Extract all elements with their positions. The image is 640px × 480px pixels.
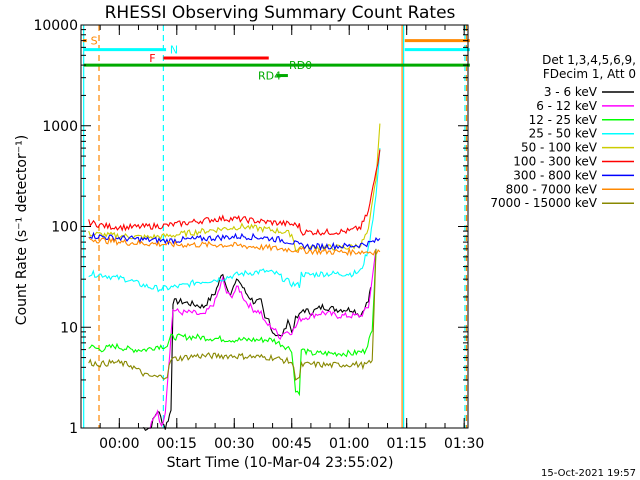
- legend-label: 7000 - 15000 keV: [490, 196, 597, 210]
- y-tick-label: 100: [51, 220, 78, 236]
- y-axis-label: Count Rate (s⁻¹ detector⁻¹): [14, 135, 30, 325]
- chart-title: RHESSI Observing Summary Count Rates: [105, 3, 456, 23]
- series-line-2: [88, 248, 377, 397]
- x-tick-label: 00:15: [157, 436, 197, 452]
- x-tick-label: 00:45: [272, 436, 312, 452]
- legend-header: Det 1,3,4,5,6,9,: [542, 53, 636, 67]
- series-line-0: [142, 273, 372, 432]
- flag-label-s: S: [91, 35, 98, 48]
- x-axis: 00:00 00:15 00:30 00:45 01:00 01:15 01:30: [99, 25, 484, 452]
- y-tick-label: 10000: [33, 18, 78, 34]
- timestamp: 15-Oct-2021 19:57: [541, 468, 636, 479]
- series-line-6: [88, 231, 381, 252]
- x-tick-label: 00:30: [214, 436, 254, 452]
- y-tick-label: 10: [60, 320, 78, 336]
- series-line-3: [88, 148, 381, 293]
- flag-label-rd4: RD4: [258, 70, 281, 83]
- flag-label-rd0: RD0: [289, 59, 312, 72]
- legend-label: 300 - 800 keV: [513, 168, 597, 182]
- legend-label: 25 - 50 keV: [529, 127, 598, 141]
- flag-label-n: N: [170, 44, 178, 57]
- legend-label: 100 - 300 keV: [513, 155, 597, 169]
- series-line-4: [88, 123, 381, 252]
- x-axis-label: Start Time (10-Mar-04 23:55:02): [167, 455, 394, 471]
- legend-label: 3 - 6 keV: [544, 85, 598, 99]
- series-lines: [88, 123, 381, 432]
- x-tick-label: 01:15: [387, 436, 427, 452]
- series-line-8: [88, 248, 377, 381]
- legend-label: 6 - 12 keV: [536, 99, 598, 113]
- legend-label: 800 - 7000 keV: [506, 182, 598, 196]
- legend-label: 50 - 100 keV: [521, 141, 598, 155]
- x-tick-label: 01:30: [444, 436, 484, 452]
- series-line-7: [88, 236, 381, 257]
- series-line-1: [149, 248, 377, 430]
- flag-label-f: F: [149, 52, 155, 65]
- state-flags: S N F RD0 RD4: [82, 35, 470, 83]
- legend-label: 12 - 25 keV: [529, 113, 598, 127]
- legend: Det 1,3,4,5,6,9,FDecim 1, Att 0 3 - 6 keV…: [490, 53, 636, 210]
- legend-header: FDecim 1, Att 0: [543, 67, 636, 81]
- x-tick-label: 00:00: [99, 436, 139, 452]
- y-tick-label: 1: [69, 421, 78, 437]
- y-axis: 1 10 100 1000 10000: [33, 18, 468, 437]
- series-line-5: [88, 149, 381, 236]
- y-tick-label: 1000: [42, 119, 78, 135]
- x-tick-label: 01:00: [329, 436, 369, 452]
